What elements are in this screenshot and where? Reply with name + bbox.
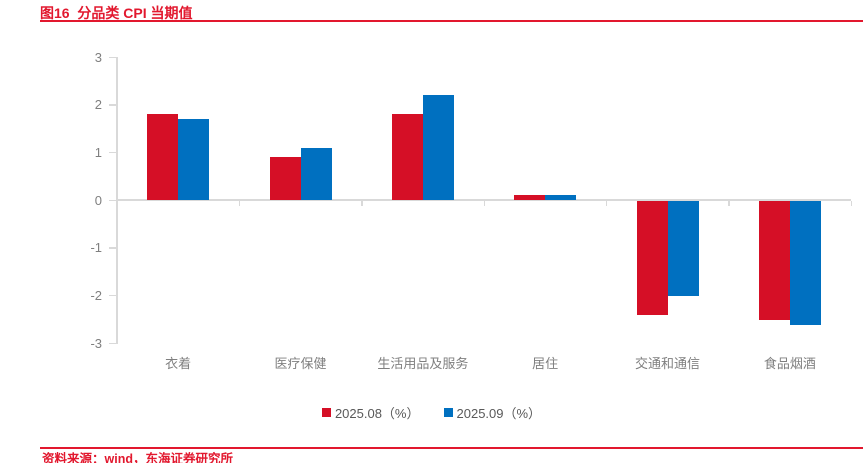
- y-tick-label: -3: [90, 335, 102, 351]
- y-tick-label: -1: [90, 240, 102, 256]
- bar: [147, 114, 179, 200]
- category-label: 生活用品及服务: [377, 356, 469, 371]
- x-tick: [728, 201, 730, 206]
- x-tick: [850, 201, 852, 206]
- category-label: 食品烟酒: [763, 356, 816, 371]
- category-label: 居住: [532, 356, 559, 371]
- cpi-bar-chart: 3 2 1 0 -1 -2 -3 衣着 医疗保健 生活用品及服务 居住 交通和通信 食品烟酒: [90, 49, 852, 371]
- bar: [545, 195, 577, 200]
- category-label: 医疗保健: [274, 356, 327, 371]
- source-note: 资料来源：wind，东海证券研究所: [42, 452, 233, 463]
- y-tick: [109, 342, 117, 344]
- bar: [667, 201, 699, 297]
- y-tick: [109, 199, 117, 201]
- legend-swatch: [321, 408, 331, 417]
- x-tick: [361, 201, 363, 206]
- bar: [269, 157, 301, 200]
- bar: [178, 118, 210, 200]
- bar: [789, 201, 821, 325]
- y-tick: [109, 56, 117, 58]
- legend-swatch: [443, 408, 453, 417]
- legend-item: 2025.09（%）: [443, 403, 542, 422]
- y-tick-label: 0: [94, 192, 102, 208]
- x-tick: [238, 201, 241, 206]
- legend-item: 2025.08（%）: [321, 403, 420, 422]
- bar: [300, 147, 332, 200]
- bar: [636, 201, 668, 316]
- x-tick: [605, 201, 608, 206]
- bar: [391, 114, 423, 200]
- bar: [514, 195, 546, 200]
- category-label: 交通和通信: [634, 356, 700, 371]
- y-tick: [109, 151, 117, 154]
- y-tick: [109, 294, 117, 297]
- chart-legend: 2025.08（%） 2025.09（%）: [0, 403, 863, 422]
- category-label: 衣着: [165, 356, 192, 371]
- y-tick-label: 1: [94, 144, 102, 160]
- y-tick-label: 2: [94, 97, 102, 113]
- legend-label: 2025.08（%）: [334, 406, 420, 421]
- x-tick: [116, 201, 118, 206]
- bar: [758, 201, 790, 321]
- title-divider: [40, 20, 863, 22]
- y-tick-label: 3: [94, 49, 102, 65]
- x-tick: [483, 201, 485, 206]
- y-tick: [109, 247, 117, 249]
- y-tick: [109, 104, 117, 106]
- footer-divider: [40, 447, 863, 449]
- y-tick-label: -2: [90, 287, 102, 303]
- bar: [422, 95, 454, 200]
- x-axis-line: [117, 199, 851, 201]
- figure-title: 图16 分品类 CPI 当期值: [40, 5, 193, 21]
- legend-label: 2025.09（%）: [456, 406, 542, 421]
